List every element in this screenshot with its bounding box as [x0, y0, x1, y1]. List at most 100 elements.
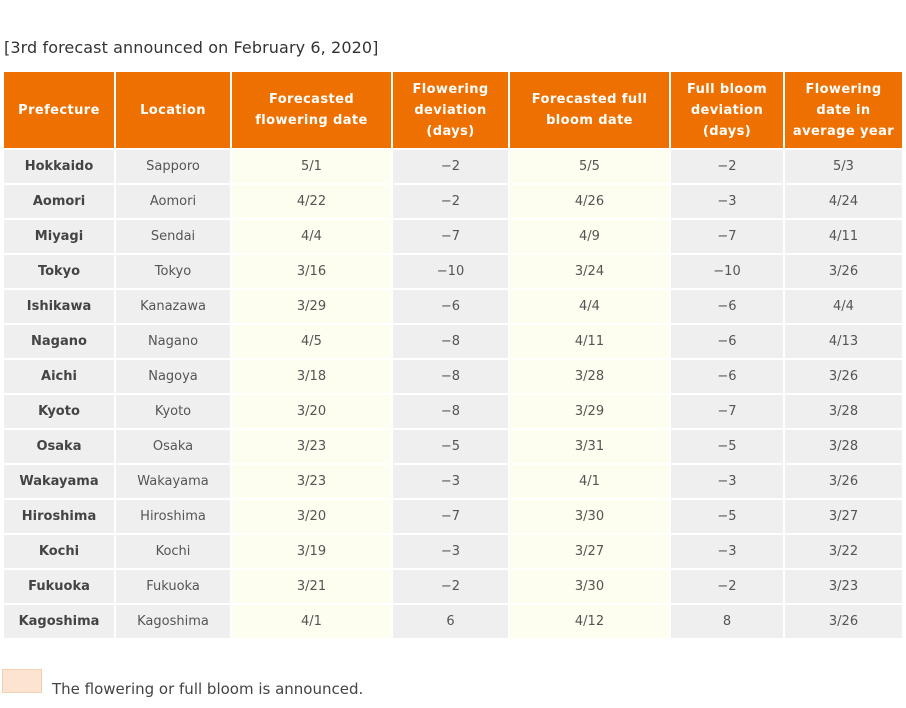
table-row: Tokyo Tokyo 3/16 −10 3/24 −10 3/26 — [4, 255, 902, 288]
location-cell: Kanazawa — [116, 290, 230, 323]
table-row: Aomori Aomori 4/22 −2 4/26 −3 4/24 — [4, 185, 902, 218]
flowering-deviation-cell: −8 — [393, 395, 508, 428]
forecasted-flowering-date-cell: 3/20 — [232, 500, 391, 533]
forecasted-full-bloom-date-cell: 3/31 — [510, 430, 669, 463]
forecasted-full-bloom-date-cell: 3/27 — [510, 535, 669, 568]
table-row: Aichi Nagoya 3/18 −8 3/28 −6 3/26 — [4, 360, 902, 393]
forecasted-flowering-date-cell: 3/18 — [232, 360, 391, 393]
flowering-deviation-cell: −2 — [393, 570, 508, 603]
column-header-forecasted-flowering-date: Forecasted flowering date — [232, 72, 391, 148]
forecasted-full-bloom-date-cell: 3/30 — [510, 500, 669, 533]
average-flowering-date-cell: 4/24 — [785, 185, 902, 218]
location-cell: Fukuoka — [116, 570, 230, 603]
forecasted-full-bloom-date-cell: 3/24 — [510, 255, 669, 288]
prefecture-cell: Kagoshima — [4, 605, 114, 638]
legend-swatch — [2, 669, 42, 693]
forecasted-flowering-date-cell: 4/1 — [232, 605, 391, 638]
prefecture-cell: Kyoto — [4, 395, 114, 428]
forecasted-flowering-date-cell: 3/21 — [232, 570, 391, 603]
flowering-deviation-cell: −8 — [393, 360, 508, 393]
prefecture-cell: Ishikawa — [4, 290, 114, 323]
average-flowering-date-cell: 3/27 — [785, 500, 902, 533]
flowering-deviation-cell: −8 — [393, 325, 508, 358]
forecasted-full-bloom-date-cell: 4/11 — [510, 325, 669, 358]
column-header-prefecture: Prefecture — [4, 72, 114, 148]
column-header-location: Location — [116, 72, 230, 148]
column-header-average-flowering-date: Flowering date in average year — [785, 72, 902, 148]
flowering-deviation-cell: −6 — [393, 290, 508, 323]
flowering-deviation-cell: −7 — [393, 500, 508, 533]
prefecture-cell: Wakayama — [4, 465, 114, 498]
forecasted-flowering-date-cell: 4/5 — [232, 325, 391, 358]
full-bloom-deviation-cell: −6 — [671, 360, 783, 393]
column-header-forecasted-full-bloom-date: Forecasted full bloom date — [510, 72, 669, 148]
flowering-deviation-cell: −2 — [393, 150, 508, 183]
forecasted-flowering-date-cell: 3/20 — [232, 395, 391, 428]
flowering-deviation-cell: 6 — [393, 605, 508, 638]
full-bloom-deviation-cell: −5 — [671, 500, 783, 533]
full-bloom-deviation-cell: −10 — [671, 255, 783, 288]
location-cell: Nagoya — [116, 360, 230, 393]
full-bloom-deviation-cell: −3 — [671, 185, 783, 218]
prefecture-cell: Hokkaido — [4, 150, 114, 183]
location-cell: Kyoto — [116, 395, 230, 428]
forecasted-flowering-date-cell: 3/16 — [232, 255, 391, 288]
forecasted-full-bloom-date-cell: 5/5 — [510, 150, 669, 183]
prefecture-cell: Aichi — [4, 360, 114, 393]
location-cell: Aomori — [116, 185, 230, 218]
full-bloom-deviation-cell: −7 — [671, 220, 783, 253]
average-flowering-date-cell: 4/4 — [785, 290, 902, 323]
full-bloom-deviation-cell: −7 — [671, 395, 783, 428]
average-flowering-date-cell: 4/13 — [785, 325, 902, 358]
table-row: Wakayama Wakayama 3/23 −3 4/1 −3 3/26 — [4, 465, 902, 498]
table-row: Hokkaido Sapporo 5/1 −2 5/5 −2 5/3 — [4, 150, 902, 183]
flowering-deviation-cell: −5 — [393, 430, 508, 463]
forecasted-flowering-date-cell: 3/23 — [232, 430, 391, 463]
full-bloom-deviation-cell: −2 — [671, 150, 783, 183]
full-bloom-deviation-cell: −3 — [671, 535, 783, 568]
flowering-deviation-cell: −7 — [393, 220, 508, 253]
column-header-flowering-deviation: Flowering deviation (days) — [393, 72, 508, 148]
flowering-deviation-cell: −2 — [393, 185, 508, 218]
location-cell: Kochi — [116, 535, 230, 568]
legend-text: The flowering or full bloom is announced… — [52, 680, 364, 698]
table-header-row: Prefecture Location Forecasted flowering… — [4, 72, 902, 148]
location-cell: Nagano — [116, 325, 230, 358]
table-row: Kyoto Kyoto 3/20 −8 3/29 −7 3/28 — [4, 395, 902, 428]
flowering-deviation-cell: −3 — [393, 465, 508, 498]
average-flowering-date-cell: 3/26 — [785, 360, 902, 393]
location-cell: Hiroshima — [116, 500, 230, 533]
location-cell: Wakayama — [116, 465, 230, 498]
full-bloom-deviation-cell: −2 — [671, 570, 783, 603]
table-caption: [3rd forecast announced on February 6, 2… — [4, 38, 379, 57]
location-cell: Kagoshima — [116, 605, 230, 638]
full-bloom-deviation-cell: −6 — [671, 325, 783, 358]
prefecture-cell: Fukuoka — [4, 570, 114, 603]
forecasted-full-bloom-date-cell: 3/30 — [510, 570, 669, 603]
location-cell: Tokyo — [116, 255, 230, 288]
forecasted-full-bloom-date-cell: 4/26 — [510, 185, 669, 218]
average-flowering-date-cell: 3/22 — [785, 535, 902, 568]
forecasted-flowering-date-cell: 3/23 — [232, 465, 391, 498]
table-row: Osaka Osaka 3/23 −5 3/31 −5 3/28 — [4, 430, 902, 463]
forecasted-flowering-date-cell: 3/29 — [232, 290, 391, 323]
table-row: Miyagi Sendai 4/4 −7 4/9 −7 4/11 — [4, 220, 902, 253]
average-flowering-date-cell: 3/26 — [785, 605, 902, 638]
forecast-table: Prefecture Location Forecasted flowering… — [2, 70, 904, 640]
forecasted-flowering-date-cell: 4/4 — [232, 220, 391, 253]
forecasted-full-bloom-date-cell: 4/1 — [510, 465, 669, 498]
location-cell: Sendai — [116, 220, 230, 253]
prefecture-cell: Hiroshima — [4, 500, 114, 533]
column-header-full-bloom-deviation: Full bloom deviation (days) — [671, 72, 783, 148]
forecasted-full-bloom-date-cell: 4/12 — [510, 605, 669, 638]
full-bloom-deviation-cell: −6 — [671, 290, 783, 323]
prefecture-cell: Osaka — [4, 430, 114, 463]
average-flowering-date-cell: 3/28 — [785, 395, 902, 428]
legend: The flowering or full bloom is announced… — [2, 664, 363, 698]
forecasted-flowering-date-cell: 4/22 — [232, 185, 391, 218]
forecasted-full-bloom-date-cell: 4/4 — [510, 290, 669, 323]
forecasted-full-bloom-date-cell: 4/9 — [510, 220, 669, 253]
prefecture-cell: Kochi — [4, 535, 114, 568]
forecasted-flowering-date-cell: 3/19 — [232, 535, 391, 568]
average-flowering-date-cell: 3/28 — [785, 430, 902, 463]
